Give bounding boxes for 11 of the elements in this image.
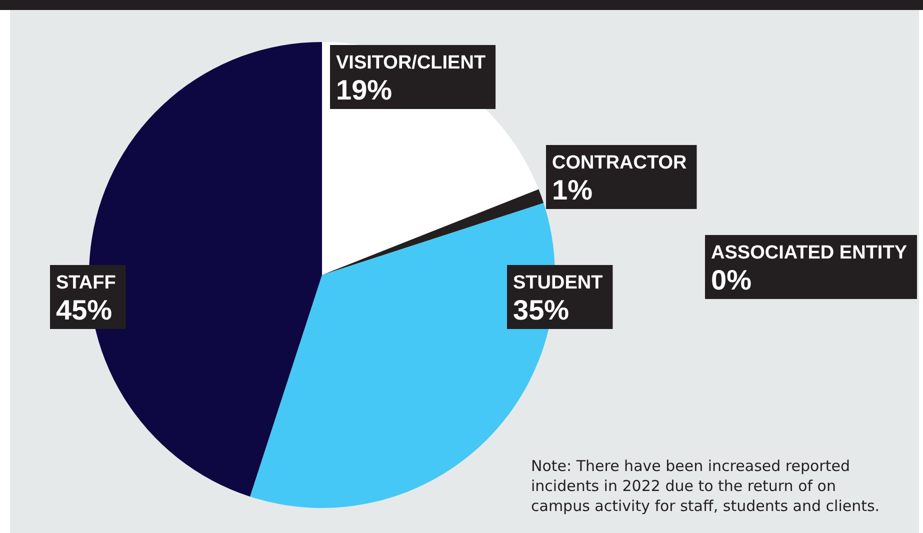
data-label: 35% <box>513 294 570 326</box>
slice-label: STUDENT <box>513 272 604 294</box>
slice-label: STAFF <box>56 272 116 294</box>
category-label: ASSOCIATED ENTITY <box>711 242 907 264</box>
data-label: 1% <box>552 174 593 206</box>
slice-label: CONTRACTOR <box>552 152 688 174</box>
text: 0% <box>711 264 752 296</box>
slice-label: VISITOR/CLIENT <box>336 52 486 74</box>
data-label: 19% <box>336 74 392 106</box>
data-label: 45% <box>56 294 112 326</box>
text: Note: There have been increased reported incidents in 2022 due to the return of on campus activity for staff, students and clients. <box>531 456 881 516</box>
